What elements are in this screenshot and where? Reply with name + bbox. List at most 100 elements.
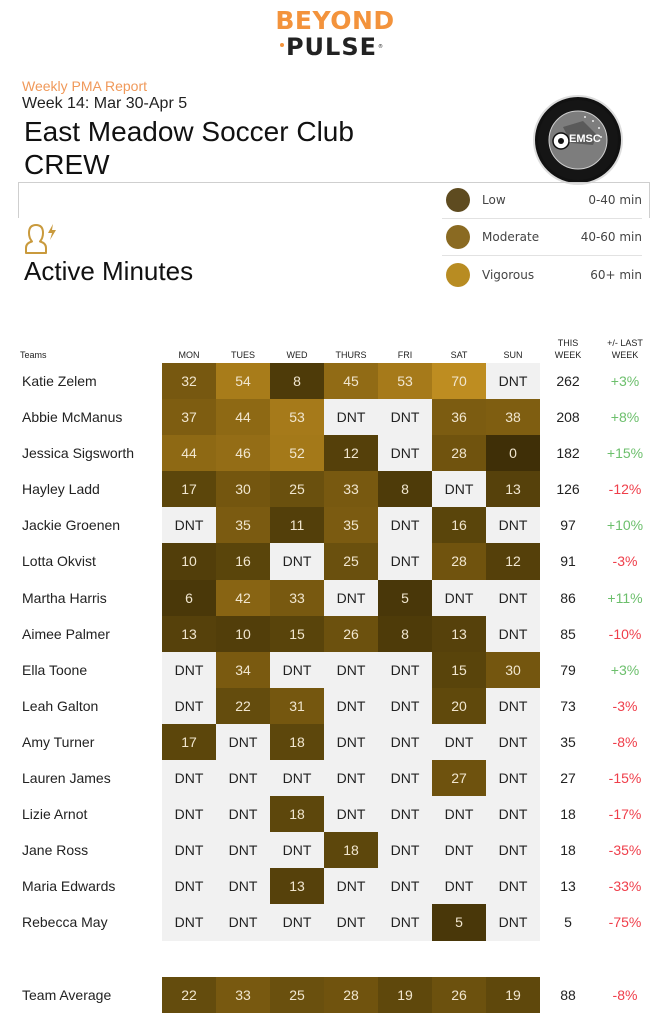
week-total: 73 <box>560 697 576 714</box>
week-total: 18 <box>560 842 576 859</box>
table-row: Jackie Groenen DNT 35 11 35 DNT 16 DNT 97 +10% <box>0 507 670 544</box>
day-cell: 8 <box>378 471 432 508</box>
week-total: 86 <box>560 589 576 606</box>
day-cell: DNT <box>324 868 378 905</box>
week-delta: -75% <box>608 914 642 931</box>
day-cell: DNT <box>486 363 540 400</box>
day-cell: DNT <box>432 832 486 869</box>
crest-ring-icon <box>538 100 618 180</box>
table-row: Martha Harris 6 42 33 DNT 5 DNT DNT 86 +11% <box>0 579 670 616</box>
week-total: 126 <box>556 481 580 498</box>
table-row: Aimee Palmer 13 10 15 26 8 13 DNT 85 -10% <box>0 615 670 652</box>
week-total: 79 <box>560 661 576 678</box>
legend-range: 60+ min <box>590 267 642 282</box>
average-day-cell: 33 <box>216 977 270 1013</box>
week-delta: -33% <box>608 878 642 895</box>
week-total: 27 <box>560 770 576 787</box>
day-cell: DNT <box>324 579 378 616</box>
day-cell: 46 <box>216 435 270 472</box>
day-cell: DNT <box>432 579 486 616</box>
header-last-week-line1: +/- LAST <box>607 338 643 348</box>
day-cell: DNT <box>378 723 432 761</box>
day-cell: 30 <box>216 471 270 508</box>
player-name: Ella Toone <box>22 661 88 678</box>
week-total: 208 <box>556 409 580 426</box>
day-cell: 5 <box>378 579 432 616</box>
day-cell: DNT <box>378 651 432 688</box>
header-sat: SAT <box>450 350 468 360</box>
table-row: Maria Edwards DNT DNT 13 DNT DNT DNT DNT 13 -33% <box>0 868 670 905</box>
week-delta: +10% <box>606 517 644 534</box>
day-cell: DNT <box>378 832 432 869</box>
day-cell: DNT <box>216 832 270 869</box>
legend-moderate: Moderate 40-60 min <box>442 219 642 256</box>
player-name: Lizie Arnot <box>22 806 88 823</box>
day-cell: DNT <box>378 904 432 941</box>
day-cell: DNT <box>324 651 378 688</box>
week-delta: +11% <box>607 589 643 606</box>
table-row: Hayley Ladd 17 30 25 33 8 DNT 13 126 -12% <box>0 471 670 508</box>
day-cell: DNT <box>378 507 432 544</box>
day-cell: 44 <box>162 435 216 472</box>
header-tues: TUES <box>230 350 255 360</box>
week-delta: -15% <box>608 770 642 787</box>
player-name: Katie Zelem <box>22 373 97 389</box>
day-cell: DNT <box>270 651 324 688</box>
day-cell: DNT <box>486 687 540 724</box>
table-row: Lizie Arnot DNT DNT 18 DNT DNT DNT DNT 18 -17% <box>0 796 670 833</box>
week-delta: -3% <box>612 553 638 570</box>
day-cell: 27 <box>432 760 486 797</box>
day-cell: 35 <box>324 507 378 544</box>
player-name: Abbie McManus <box>22 409 123 426</box>
week-delta: +3% <box>610 661 640 678</box>
legend-dot-vigorous-icon <box>446 262 470 287</box>
average-day-cell: 25 <box>270 977 324 1013</box>
player-name: Aimee Palmer <box>22 625 110 642</box>
day-cell: DNT <box>486 507 540 544</box>
week-delta: +3% <box>610 373 640 389</box>
day-cell: DNT <box>324 687 378 724</box>
legend-dot-moderate-icon <box>446 225 470 249</box>
header-this-week-line1: THIS <box>557 338 579 348</box>
average-day-cell: 26 <box>432 977 486 1013</box>
day-cell: 38 <box>486 399 540 436</box>
day-cell: 12 <box>486 543 540 580</box>
day-cell: 33 <box>270 579 324 616</box>
average-day-cell: 22 <box>162 977 216 1013</box>
header-last-week-line2: WEEK <box>611 350 639 360</box>
day-cell: DNT <box>324 796 378 833</box>
day-cell: 42 <box>216 579 270 616</box>
player-name: Jackie Groenen <box>22 517 121 534</box>
day-cell: 45 <box>324 363 378 400</box>
day-cell: 35 <box>216 507 270 544</box>
day-cell: DNT <box>162 796 216 833</box>
day-cell: 36 <box>432 399 486 436</box>
day-cell: DNT <box>162 904 216 941</box>
week-total: 35 <box>560 733 576 750</box>
day-cell: DNT <box>432 723 486 761</box>
table-row: Amy Turner 17 DNT 18 DNT DNT DNT DNT 35 -8% <box>0 723 670 761</box>
average-day-cell: 19 <box>378 977 432 1013</box>
day-cell: 13 <box>270 868 324 905</box>
club-name: East Meadow Soccer Club <box>24 116 354 147</box>
table-row: Katie Zelem 32 54 8 45 53 70 DNT 262 +3% <box>0 363 670 400</box>
table-row: Abbie McManus 37 44 53 DNT DNT 36 38 208 +8% <box>0 399 670 436</box>
day-cell: 8 <box>270 363 324 400</box>
day-cell: 13 <box>486 471 540 508</box>
day-cell: 25 <box>270 471 324 508</box>
legend-range: 0-40 min <box>588 193 642 207</box>
day-cell: 54 <box>216 363 270 400</box>
week-total: 5 <box>564 914 572 931</box>
club-crest-logo: EMSC <box>533 95 623 185</box>
week-delta: -12% <box>608 481 642 498</box>
brand-line1: BEYOND <box>275 6 395 35</box>
table-header: Teams MON TUES WED THURS FRI SAT SUN THI… <box>0 336 670 363</box>
day-cell: 8 <box>378 615 432 652</box>
legend-vigorous: Vigorous 60+ min <box>442 256 642 293</box>
day-cell: DNT <box>270 760 324 797</box>
day-cell: 20 <box>432 687 486 724</box>
day-cell: 31 <box>270 687 324 724</box>
day-cell: 26 <box>324 615 378 652</box>
player-name: Amy Turner <box>22 733 95 750</box>
legend-low: Low 0-40 min <box>442 182 642 219</box>
